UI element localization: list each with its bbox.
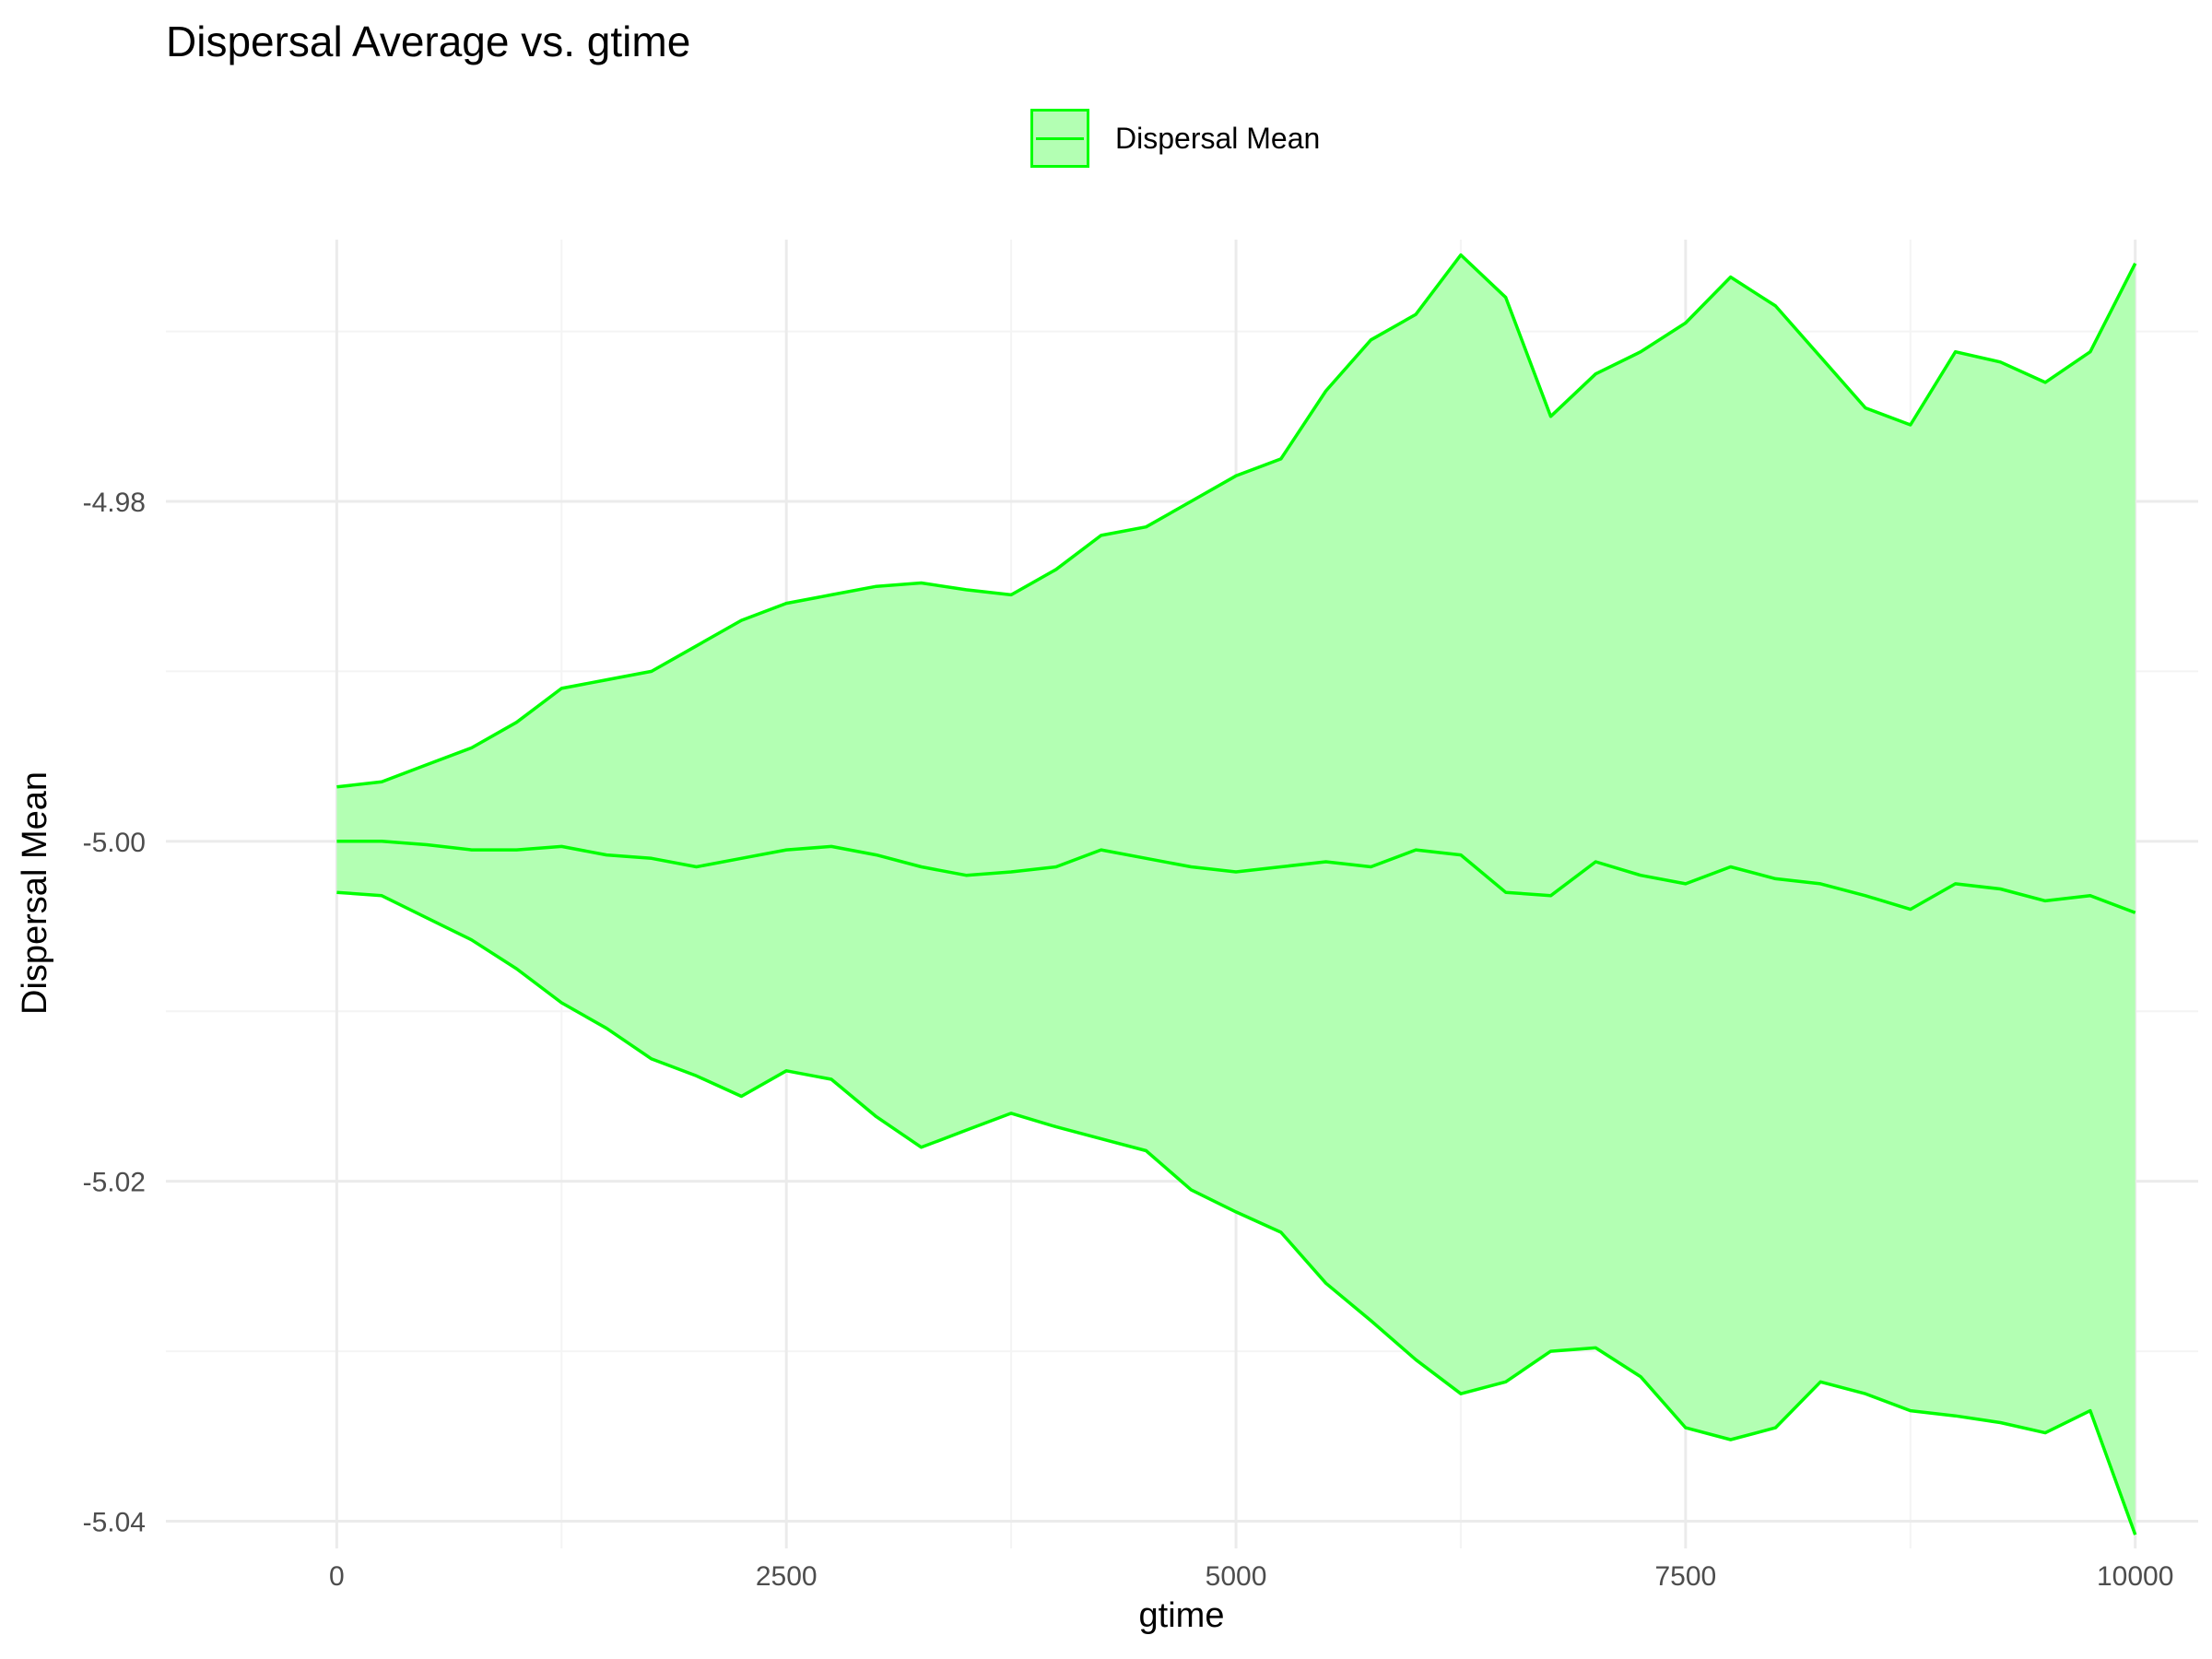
series-lines (336, 253, 2137, 1535)
x-tick-label: 7500 (1654, 1561, 1716, 1592)
dispersal-ribbon (336, 254, 2136, 1535)
y-tick-label: -5.04 (83, 1507, 146, 1537)
x-tick-label: 5000 (1206, 1561, 1267, 1592)
mean-line (336, 840, 2136, 914)
x-tick-label: 2500 (756, 1561, 818, 1592)
x-tick-label: 0 (329, 1561, 345, 1592)
legend-key-dispersal-mean (1030, 109, 1089, 168)
ribbon-layer (336, 254, 2136, 1535)
x-axis-tick-labels: 0 2500 5000 7500 10000 (329, 1561, 2173, 1592)
upper-bound-line (336, 253, 2137, 789)
y-tick-label: -5.02 (83, 1168, 146, 1198)
y-axis-label: Dispersal Mean (16, 771, 54, 1015)
y-tick-label: -5.00 (83, 828, 146, 858)
x-axis-label: gtime (1139, 1596, 1225, 1635)
y-axis-tick-labels: -4.98 -5.00 -5.02 -5.04 (83, 488, 146, 1537)
y-tick-label: -4.98 (83, 488, 146, 518)
legend: Dispersal Mean (1030, 109, 1320, 168)
chart-title: Dispersal Average vs. gtime (166, 18, 691, 65)
x-tick-label: 10000 (2097, 1561, 2173, 1592)
legend-key-line (1036, 137, 1084, 140)
legend-label-dispersal-mean: Dispersal Mean (1115, 121, 1321, 155)
lower-bound-line (336, 890, 2137, 1535)
